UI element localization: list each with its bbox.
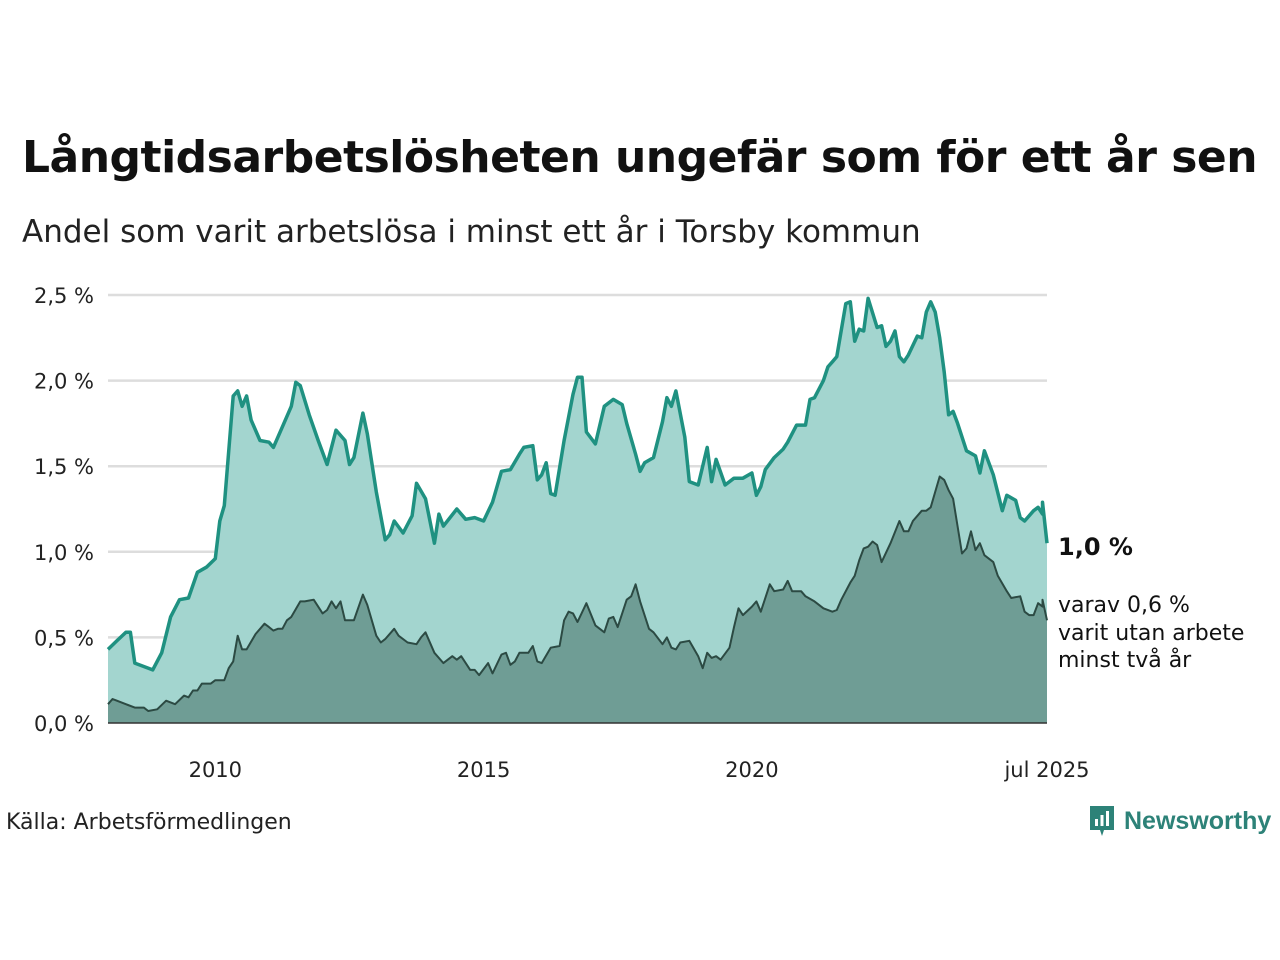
y-tick-label: 2,0 %	[34, 370, 94, 394]
x-axis: 2010 2015 2020 jul 2025	[189, 758, 1090, 782]
end-value-label: 1,0 %	[1058, 533, 1133, 561]
y-tick-label: 0,5 %	[34, 626, 94, 650]
chart-title: Långtidsarbetslösheten ungefär som för e…	[22, 132, 1258, 183]
source-note: Källa: Arbetsförmedlingen	[6, 810, 292, 835]
end-sub-label-line-3: minst två år	[1058, 647, 1192, 673]
y-axis: 0,0 % 0,5 % 1,0 % 1,5 % 2,0 % 2,5 %	[34, 284, 94, 736]
end-sub-label-line-2: varit utan arbete	[1058, 621, 1244, 646]
y-tick-label: 1,5 %	[34, 455, 94, 479]
newsworthy-logo-icon	[1090, 806, 1114, 836]
end-sub-label-line-1: varav 0,6 %	[1058, 593, 1190, 618]
very-long-term-area	[108, 476, 1047, 723]
y-tick-label: 0,0 %	[34, 712, 94, 736]
x-tick-label: 2020	[725, 758, 778, 782]
x-tick-label: 2015	[457, 758, 510, 782]
long-term-line	[106, 296, 1049, 672]
brand-logo: Newsworthy	[1088, 804, 1271, 838]
y-tick-label: 2,5 %	[34, 284, 94, 308]
x-tick-label: jul 2025	[1003, 758, 1089, 782]
brand-name: Newsworthy	[1124, 806, 1272, 835]
very-long-term-line	[107, 475, 1048, 712]
x-tick-label: 2010	[189, 758, 242, 782]
chart-subtitle: Andel som varit arbetslösa i minst ett å…	[22, 214, 921, 250]
y-tick-label: 1,0 %	[34, 541, 94, 565]
